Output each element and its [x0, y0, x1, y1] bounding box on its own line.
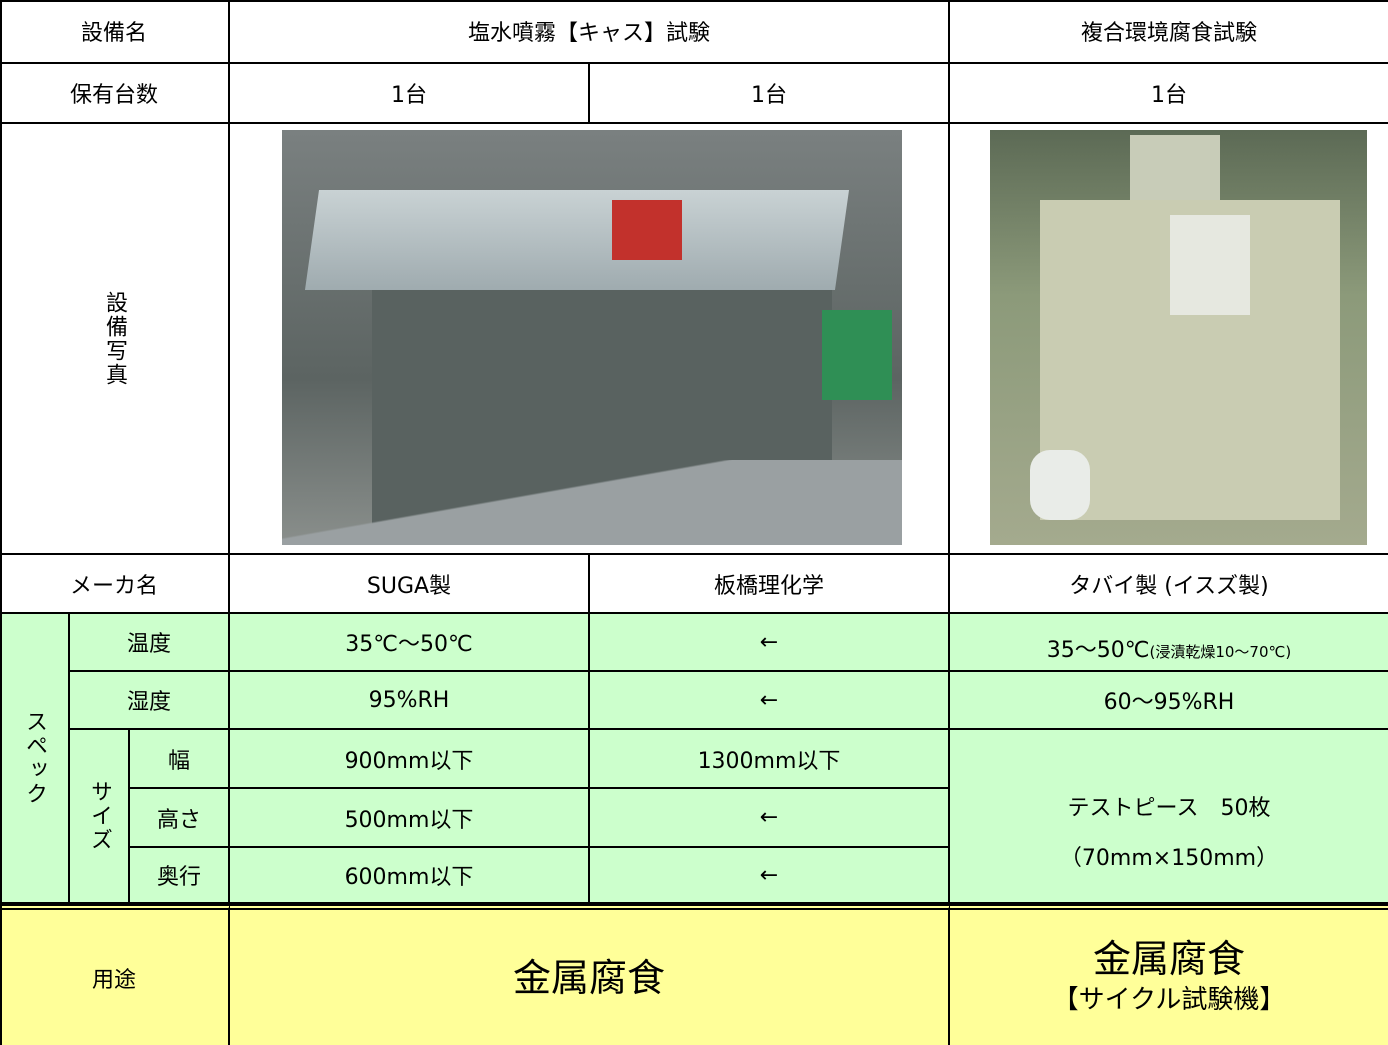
table-cell: ← — [590, 789, 950, 848]
cell-text: 設備写真 — [102, 290, 127, 387]
cell-text: 600mm以下 — [344, 865, 474, 890]
table-cell: 1台 — [590, 64, 950, 124]
cell-text: 【サイクル試験機】 — [1052, 985, 1286, 1015]
cell-text: ← — [759, 687, 779, 713]
table-cell: メーカ名 — [2, 555, 230, 614]
table-cell: 幅 — [130, 730, 230, 789]
cell-text: サイズ — [87, 780, 112, 852]
cell-text: テストピース 50枚 — [1067, 796, 1271, 821]
table-cell: 35℃～50℃ — [230, 614, 590, 672]
cell-text: スペック — [22, 710, 47, 806]
table-cell: 塩水噴霧【キャス】試験 — [230, 2, 950, 64]
table-cell: 1台 — [230, 64, 590, 124]
table-cell: 金属腐食 — [230, 904, 950, 1045]
table-cell: スペック — [2, 614, 70, 904]
photo-detail — [612, 200, 682, 260]
table-cell: 奥行 — [130, 848, 230, 904]
cell-text: 温度 — [126, 632, 171, 657]
table-cell: ← — [590, 848, 950, 904]
table-cell: 600mm以下 — [230, 848, 590, 904]
table-cell: SUGA製 — [230, 555, 590, 614]
table-cell: 用途 — [2, 904, 230, 1045]
table-cell: 1300mm以下 — [590, 730, 950, 789]
cell-text: 奥行 — [156, 865, 201, 890]
cell-text: 1台 — [391, 83, 427, 108]
photo-detail — [1030, 450, 1090, 520]
cell-text: 金属腐食 — [1092, 937, 1245, 981]
table-cell: サイズ — [70, 730, 130, 904]
cell-text: タバイ製 (イスズ製) — [1069, 573, 1269, 599]
table-cell: 板橋理化学 — [590, 555, 950, 614]
cell-text: 設備名 — [80, 21, 147, 46]
cell-text: 板橋理化学 — [713, 573, 824, 599]
cell-text: 1台 — [751, 83, 787, 108]
cell-text: ← — [759, 862, 779, 888]
cell-text: SUGA製 — [366, 573, 452, 599]
cell-text: 60～95%RH — [1103, 690, 1235, 715]
table-cell: タバイ製 (イスズ製) — [950, 555, 1388, 614]
cell-text: 35～50℃ — [1046, 638, 1150, 663]
table-cell: ← — [590, 672, 950, 730]
photo-detail — [1170, 215, 1250, 315]
cell-text: 1台 — [1151, 83, 1187, 108]
table-cell: 900mm以下 — [230, 730, 590, 789]
table-cell: 湿度 — [70, 672, 230, 730]
table-cell: 温度 — [70, 614, 230, 672]
cell-text: 35℃～50℃ — [345, 632, 473, 657]
cell-text: 複合環境腐食試験 — [1080, 21, 1257, 46]
table-cell: ← — [590, 614, 950, 672]
cell-text: 900mm以下 — [344, 748, 474, 774]
table-cell: 95%RH — [230, 672, 590, 730]
cell-text: (浸漬乾燥10～70℃) — [1149, 643, 1292, 661]
table-cell: 60～95%RH — [950, 672, 1388, 730]
cell-text: 高さ — [156, 807, 201, 833]
table-cell: 設備名 — [2, 2, 230, 64]
cell-text: （70mm×150mm） — [1059, 846, 1279, 871]
cell-text: 95%RH — [368, 687, 450, 713]
table-cell — [950, 124, 1388, 555]
cell-text: 用途 — [91, 967, 136, 993]
table-cell: 35～50℃ (浸漬乾燥10～70℃) — [950, 614, 1388, 672]
photo-detail — [282, 460, 902, 545]
cell-text: ← — [759, 805, 779, 830]
cell-text: 幅 — [167, 748, 190, 774]
table-cell: 金属腐食【サイクル試験機】 — [950, 904, 1388, 1045]
table-cell: 複合環境腐食試験 — [950, 2, 1388, 64]
table-cell: 高さ — [130, 789, 230, 848]
photo-detail — [822, 310, 892, 400]
equipment-photo — [282, 130, 902, 545]
table-cell: 保有台数 — [2, 64, 230, 124]
cell-text: 湿度 — [126, 690, 171, 715]
table-cell: 設備写真 — [2, 124, 230, 555]
cell-text: 1300mm以下 — [697, 748, 841, 774]
photo-detail — [1130, 135, 1220, 205]
cell-text: メーカ名 — [69, 573, 158, 599]
photo-detail — [304, 190, 850, 290]
equipment-photo — [990, 130, 1367, 545]
table-cell: 1台 — [950, 64, 1388, 124]
cell-text: 塩水噴霧【キャス】試験 — [467, 21, 710, 46]
cell-text: 500mm以下 — [344, 807, 474, 833]
cell-text: ← — [759, 629, 779, 655]
table-cell: テストピース 50枚 （70mm×150mm） — [950, 730, 1388, 904]
cell-text: 金属腐食 — [512, 955, 665, 1000]
cell-text: 保有台数 — [69, 83, 158, 108]
table-cell: 500mm以下 — [230, 789, 590, 848]
table-cell — [230, 124, 950, 555]
